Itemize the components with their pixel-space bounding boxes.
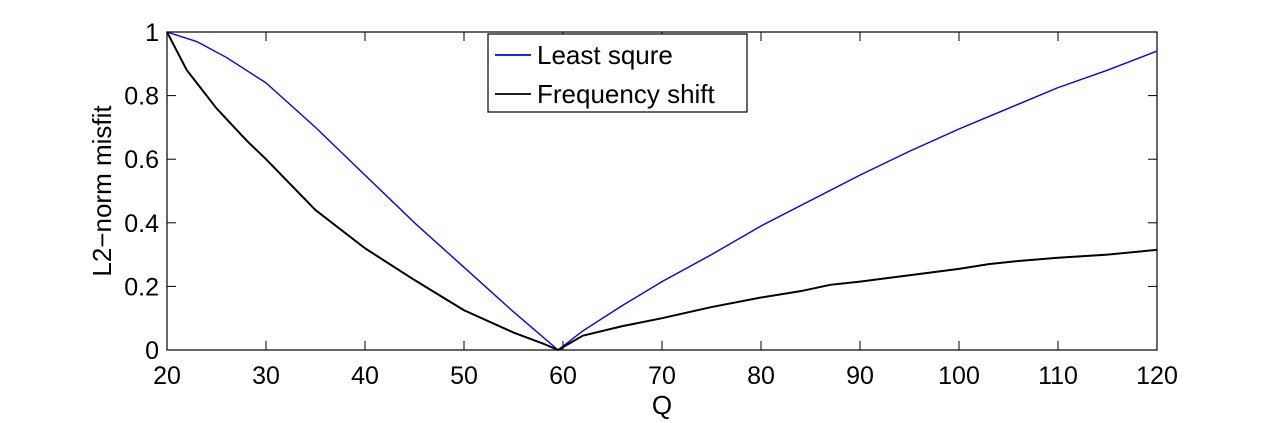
series-line-least-squre xyxy=(166,31,1158,351)
y-axis-label: L2−norm misfit xyxy=(87,105,117,277)
x-tick-label: 80 xyxy=(747,362,775,390)
legend-box xyxy=(487,33,748,113)
y-tick-label: 0.4 xyxy=(124,210,159,238)
series-layer xyxy=(166,31,1158,351)
y-tick-label: 1 xyxy=(145,19,159,47)
x-tick-label: 20 xyxy=(153,362,181,390)
x-tick-label: 40 xyxy=(351,362,379,390)
y-tick-label: 0.6 xyxy=(124,146,159,174)
x-tick-label: 60 xyxy=(549,362,577,390)
legend-label-least-squre: Least squre xyxy=(537,40,673,70)
x-tick-label: 50 xyxy=(450,362,478,390)
legend: Least squre Frequency shift xyxy=(487,33,748,113)
x-tick-label: 100 xyxy=(938,362,980,390)
x-tick-label: 120 xyxy=(1136,362,1178,390)
x-tick-label: 90 xyxy=(846,362,874,390)
y-tick-label: 0.8 xyxy=(124,83,159,111)
y-tick-label: 0 xyxy=(145,337,159,365)
y-tick-label: 0.2 xyxy=(124,273,159,301)
x-tick-label: 110 xyxy=(1038,362,1078,390)
y-axis-ticks: 0 0.2 0.4 0.6 0.8 1 xyxy=(124,19,1157,365)
legend-label-frequency-shift: Frequency shift xyxy=(537,79,716,109)
series-line-frequency-shift xyxy=(166,31,1158,351)
x-axis-label: Q xyxy=(652,390,672,420)
x-tick-label: 70 xyxy=(648,362,676,390)
x-tick-label: 30 xyxy=(252,362,280,390)
x-axis-ticks: 20 30 40 50 60 70 80 90 100 110 120 xyxy=(153,32,1178,390)
